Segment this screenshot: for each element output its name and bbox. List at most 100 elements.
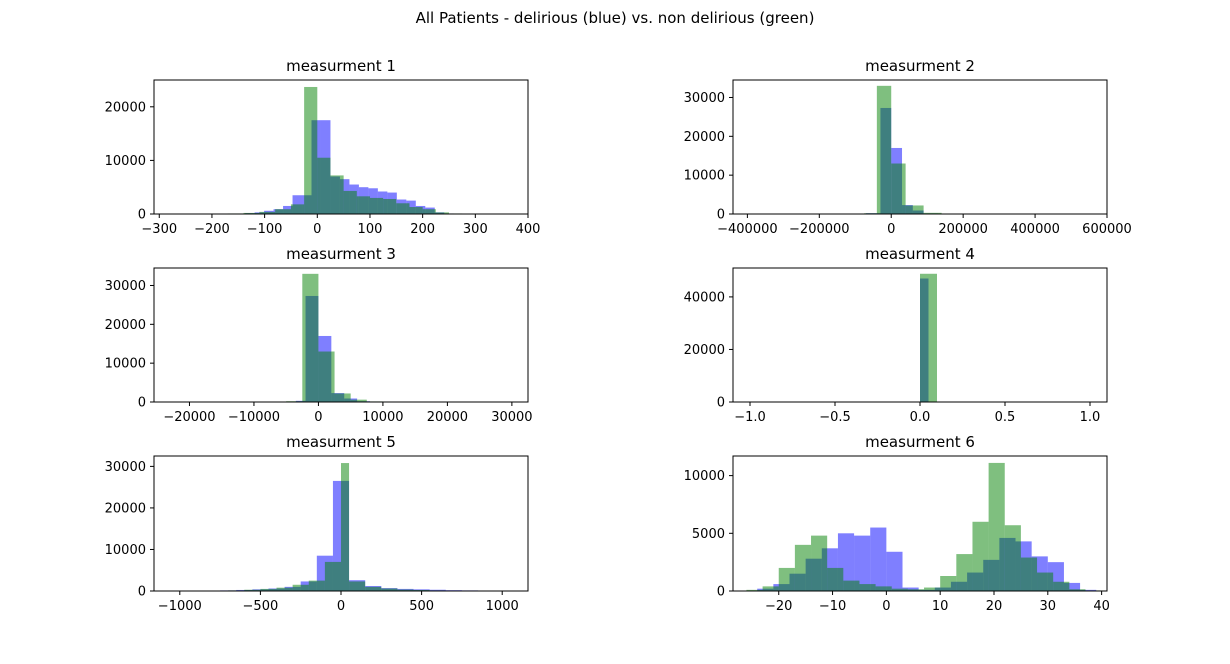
x-tick-label: −500 xyxy=(243,599,279,614)
subplot-2: −400000 −200000 0 200000 400000 600000 0 10000 2… xyxy=(684,57,1132,237)
y-tick-label: 20000 xyxy=(684,343,725,358)
series-non-delirious xyxy=(736,85,1093,214)
histogram-bar xyxy=(1037,572,1054,591)
subplot-title: measurment 4 xyxy=(865,245,975,263)
x-tick-label: −100 xyxy=(247,222,283,237)
x-tick-label: 200 xyxy=(410,222,435,237)
x-tick-label: 0 xyxy=(887,222,895,237)
x-tick-label: −300 xyxy=(141,222,177,237)
y-tick-label: 0 xyxy=(138,208,146,223)
y-tick-label: 0 xyxy=(717,585,725,600)
histogram-bar xyxy=(324,561,341,591)
histogram-bar xyxy=(341,463,350,591)
y-tick-label: 10000 xyxy=(684,169,725,184)
histogram-bar xyxy=(290,204,305,214)
histogram-bar xyxy=(886,551,903,591)
x-tick-label: −1.0 xyxy=(734,410,766,425)
x-tick-label: −0.5 xyxy=(819,410,851,425)
histogram-bar xyxy=(1053,581,1070,591)
histogram-bar xyxy=(350,399,367,402)
histogram-bar xyxy=(870,527,887,591)
x-tick-label: 0 xyxy=(313,222,321,237)
x-tick-label: 1000 xyxy=(486,599,519,614)
subplot-1: −300 −200 −100 0 100 200 300 400 0 10000 20000 meas… xyxy=(105,57,541,237)
histogram-bar xyxy=(244,589,261,591)
histogram-bar xyxy=(794,544,812,591)
x-tick-label: 0.5 xyxy=(995,410,1016,425)
histogram-bar xyxy=(381,588,398,591)
x-tick-label: 0 xyxy=(337,599,345,614)
histogram-bar xyxy=(876,85,892,214)
histogram-bar xyxy=(859,584,876,591)
histogram-bar xyxy=(334,393,351,402)
histogram-bar xyxy=(318,351,335,402)
series-non-delirious xyxy=(920,273,937,402)
y-tick-label: 0 xyxy=(138,585,146,600)
histogram-bar xyxy=(429,589,446,591)
y-tick-label: 30000 xyxy=(105,460,146,475)
histogram-bar xyxy=(304,86,318,214)
x-tick-label: 200000 xyxy=(938,222,988,237)
x-tick-label: −200 xyxy=(194,222,230,237)
x-tick-label: 10000 xyxy=(362,410,403,425)
histogram-bar xyxy=(907,589,925,591)
histogram-bar xyxy=(356,196,370,214)
x-tick-label: 600000 xyxy=(1082,222,1132,237)
x-tick-label: −20 xyxy=(765,599,792,614)
axes-frame xyxy=(732,79,1108,215)
axes-frame xyxy=(732,455,1108,592)
subplot-6: −20 −10 0 10 20 30 40 0 5000 10000 measurment 6 xyxy=(684,433,1110,614)
histogram-bar xyxy=(924,587,941,591)
y-tick-label: 20000 xyxy=(684,130,725,145)
x-tick-label: 100 xyxy=(358,222,383,237)
histogram-bar xyxy=(1004,525,1021,591)
histogram-bar xyxy=(891,163,906,214)
x-tick-label: 0.0 xyxy=(910,410,931,425)
histogram-bar xyxy=(276,587,293,591)
histogram-bar xyxy=(260,588,277,591)
histogram-bar xyxy=(1069,589,1086,591)
histogram-bar xyxy=(413,589,430,591)
histogram-bar xyxy=(940,576,957,591)
histogram-bar xyxy=(746,589,763,591)
histogram-bar xyxy=(827,567,844,591)
x-tick-label: 40 xyxy=(1093,599,1110,614)
y-tick-label: 20000 xyxy=(105,100,146,115)
y-tick-label: 30000 xyxy=(105,279,146,294)
x-tick-label: 1.0 xyxy=(1080,410,1101,425)
x-tick-label: 20 xyxy=(986,599,1003,614)
histogram-bar xyxy=(1020,557,1038,591)
axes-frame xyxy=(153,79,529,215)
y-tick-label: 40000 xyxy=(684,290,725,305)
histogram-bar xyxy=(365,586,382,591)
subplot-title: measurment 1 xyxy=(286,57,396,75)
x-tick-label: 400 xyxy=(516,222,541,237)
y-tick-label: 20000 xyxy=(105,318,146,333)
histogram-bar xyxy=(308,580,325,591)
histogram-bar xyxy=(891,588,908,591)
histogram-bar xyxy=(905,205,924,214)
x-tick-label: −20000 xyxy=(163,410,215,425)
x-tick-label: −200000 xyxy=(789,222,850,237)
histogram-bar xyxy=(349,581,366,591)
y-tick-label: 30000 xyxy=(684,91,725,106)
histogram-bar xyxy=(956,554,973,591)
histogram-bar xyxy=(330,175,344,214)
subplot-title: measurment 2 xyxy=(865,57,975,75)
series-non-delirious xyxy=(170,273,519,402)
histogram-bar xyxy=(396,203,410,214)
histogram-bar xyxy=(275,209,291,214)
x-tick-label: 0 xyxy=(882,599,890,614)
axes-frame xyxy=(153,267,529,403)
histogram-bar xyxy=(302,273,319,402)
histogram-bar xyxy=(778,567,795,591)
subplot-title: measurment 5 xyxy=(286,433,396,451)
x-tick-label: 20000 xyxy=(427,410,468,425)
histogram-bar xyxy=(369,197,384,214)
subplot-title: measurment 3 xyxy=(286,245,396,263)
y-tick-label: 10000 xyxy=(105,357,146,372)
histogram-bar xyxy=(343,190,357,214)
y-tick-label: 20000 xyxy=(105,501,146,516)
x-tick-label: −10 xyxy=(819,599,846,614)
